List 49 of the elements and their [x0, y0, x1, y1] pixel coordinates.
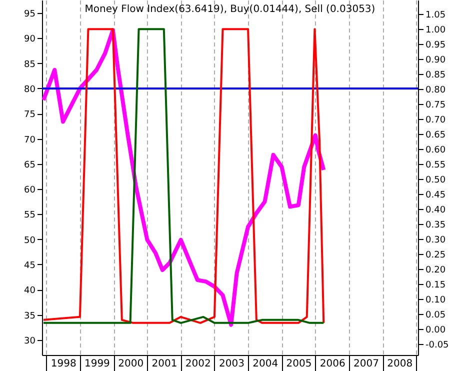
- y2-tick-label: 0.80: [426, 86, 446, 96]
- y2-tick-label: -0.05: [426, 340, 449, 350]
- y-tick-label: 80: [24, 85, 36, 95]
- y2-tick-label: 0.50: [426, 176, 446, 186]
- y2-tick-label: 0.05: [426, 310, 446, 320]
- x-tick-label: 2006: [320, 358, 346, 370]
- y-tick-label: 50: [24, 236, 36, 246]
- x-tick-label: 1998: [50, 358, 76, 370]
- y-tick-label: 65: [24, 160, 36, 170]
- chart-title: Money Flow Index(63.6419), Buy(0.01444), Sell (0.03053): [84, 4, 376, 15]
- y2-tick-label: 0.30: [426, 235, 446, 246]
- y-tick-label: 35: [24, 311, 36, 322]
- y2-tick-label: 1.00: [426, 26, 446, 36]
- y2-tick-label: 0.45: [426, 190, 446, 200]
- x-tick-label: 2002: [185, 358, 211, 370]
- x-tick-label: 2003: [218, 358, 244, 370]
- y2-tick-label: 0.00: [426, 325, 446, 336]
- y2-tick-label: 0.95: [426, 40, 446, 51]
- x-tick-label: 1999: [84, 358, 110, 370]
- y2-tick-label: 1.05: [426, 10, 446, 21]
- y2-tick-label: 0.70: [426, 116, 446, 126]
- y2-tick-label: 0.40: [426, 205, 446, 216]
- y2-tick-label: 0.25: [426, 250, 446, 260]
- y-tick-label: 70: [24, 135, 36, 146]
- y2-tick-label: 0.10: [426, 295, 446, 306]
- y-tick-label: 30: [24, 336, 36, 346]
- y2-tick-label: 0.65: [426, 130, 446, 141]
- y2-tick-label: 0.85: [426, 70, 446, 81]
- x-tick-label: 2004: [252, 358, 278, 370]
- y-tick-label: 90: [24, 34, 36, 45]
- y2-tick-label: 0.20: [426, 265, 446, 276]
- y-tick-label: 45: [24, 260, 36, 271]
- y-tick-label: 60: [24, 186, 36, 196]
- y2-tick-label: 0.75: [426, 100, 446, 111]
- y-tick-label: 75: [24, 110, 36, 120]
- y-tick-label: 40: [24, 286, 36, 296]
- y-tick-label: 55: [24, 210, 36, 221]
- y-tick-label: 85: [24, 60, 36, 70]
- y2-tick-label: 0.60: [426, 146, 446, 156]
- x-tick-label: 2000: [118, 358, 144, 370]
- y-tick-label: 95: [24, 10, 36, 20]
- x-tick-label: 2008: [387, 358, 413, 370]
- x-tick-label: 2007: [353, 358, 379, 370]
- y2-tick-label: 0.90: [426, 56, 446, 66]
- x-tick-label: 2001: [152, 358, 178, 370]
- y2-tick-label: 0.55: [426, 160, 446, 171]
- x-tick-label: 2005: [286, 358, 312, 370]
- y2-tick-label: 0.15: [426, 280, 446, 290]
- y2-tick-label: 0.35: [426, 220, 446, 230]
